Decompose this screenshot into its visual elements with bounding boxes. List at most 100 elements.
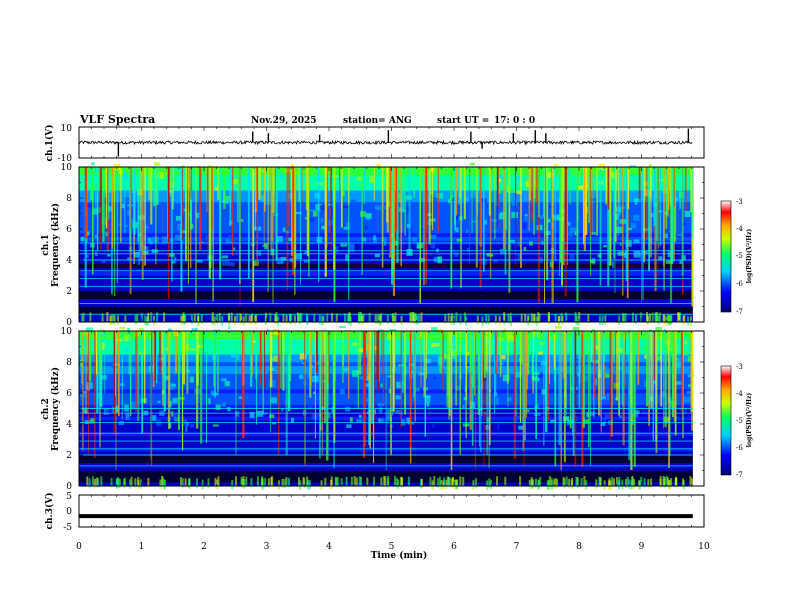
spec1-floor-196 (530, 313, 533, 323)
spec1-floor-6 (494, 315, 497, 325)
spec1-texel-322 (200, 236, 206, 242)
ch2-cb-tick-m3: -3 (736, 363, 743, 371)
spec1-sferic-108 (589, 167, 591, 236)
spec1-floor-38 (631, 312, 634, 323)
spec2-texel-346 (140, 398, 147, 403)
spec1-floor-86 (465, 316, 468, 326)
spec1-band-1 (79, 314, 693, 319)
spec1-texel-23 (196, 259, 203, 263)
spec1-texel-414 (373, 235, 376, 240)
spec1-sferic-224 (167, 167, 170, 300)
spec2-sferic-20 (480, 331, 482, 453)
spec2-texel-180 (364, 383, 370, 387)
spec1-texel-35 (625, 240, 632, 247)
spec1-floor-102 (275, 311, 278, 322)
spec2-floor-72 (336, 476, 339, 487)
spec1-floor-153 (547, 312, 550, 322)
spec2-texel-241 (538, 351, 543, 355)
spec2-sferic-74 (572, 331, 575, 456)
spec1-floor-143 (509, 312, 512, 323)
spec1-sferic-153 (685, 167, 687, 211)
spec1-floor-160 (326, 313, 329, 323)
spec2-floor-110 (163, 479, 166, 489)
spec1-sferic-49 (340, 167, 343, 228)
spec2-sferic-62 (89, 331, 92, 382)
spec2-floor-21 (250, 478, 253, 488)
spec2-texel-225 (378, 329, 384, 335)
spec2-floor-177 (334, 476, 337, 487)
spec2-sferic-151 (572, 331, 574, 436)
spec1-texel-271 (470, 197, 476, 205)
spec2-texel-361 (641, 346, 645, 350)
ch1-cb-tick-m3: -3 (736, 198, 743, 206)
spec2-floor-139 (353, 476, 356, 486)
spec1-floor-39 (554, 313, 557, 323)
spec1-texel-94 (418, 234, 425, 239)
spec2-sferic-80 (321, 331, 324, 455)
spec1-sferic-195 (508, 167, 510, 251)
spec2-sferic-119 (478, 331, 481, 447)
spec2-sferic-145 (289, 331, 292, 381)
spec2-texel-25 (82, 335, 88, 338)
spec1-floor-191 (527, 315, 530, 325)
spec1-sferic-219 (96, 167, 99, 251)
spec1-sferic-175 (618, 167, 621, 216)
spec2-sferic-186 (655, 331, 658, 454)
spec1-sferic-25 (672, 167, 675, 262)
spec2-sferic-194 (250, 331, 252, 370)
spec1-sferic-52 (106, 167, 109, 252)
spec2-texel-163 (507, 335, 514, 342)
spec2-sferic-238 (213, 331, 216, 387)
spec2-texel-302 (150, 415, 157, 421)
spec1-sferic-214 (272, 167, 275, 213)
spec1-texel-249 (341, 190, 345, 197)
spec1-band-24 (79, 225, 693, 230)
spec1-floor-26 (112, 314, 115, 324)
spec1-texel-336 (456, 238, 463, 242)
spec1-sferic-98 (479, 167, 482, 289)
spec1-sferic-167 (607, 167, 610, 287)
spec2-sferic-133 (631, 331, 634, 425)
spec1-texel-248 (102, 197, 108, 205)
spec1-texel-215 (360, 211, 366, 217)
spec2-texel-309 (221, 402, 226, 407)
spec1-floor-87 (481, 316, 484, 326)
spec2-texel-190 (436, 328, 444, 332)
spec2-sferic-156 (85, 331, 87, 415)
spec1-sferic-15 (588, 167, 590, 224)
spec1-floor-75 (537, 312, 540, 322)
spec1-band-7 (79, 291, 693, 296)
spec2-texel-129 (359, 376, 364, 380)
spec1-texel-308 (232, 178, 240, 185)
spec2-sferic-168 (554, 331, 556, 416)
spec1-floor-79 (242, 316, 245, 326)
spec1-floor-101 (575, 315, 578, 325)
spec1-texel-117 (681, 222, 686, 226)
spec1-floor-120 (124, 315, 127, 325)
spec1-band-17 (79, 252, 693, 257)
spec2-sferic-155 (496, 331, 498, 368)
spec2-texel-198 (228, 326, 231, 330)
spec2-texel-377 (161, 389, 166, 395)
spec2-sferic-210 (506, 331, 509, 384)
spec1-texel-275 (205, 187, 208, 191)
spec1-sferic-114 (528, 167, 530, 232)
spec1-texel-399 (397, 192, 401, 199)
spec2-texel-142 (533, 412, 541, 417)
start-time-label: start UT = (437, 116, 489, 126)
spec2-floor-53 (563, 478, 566, 488)
spec2-sferic-223 (282, 331, 285, 391)
spec2-floor-178 (556, 479, 559, 489)
spec1-floor-23 (690, 316, 693, 326)
spec2-texel-214 (112, 406, 119, 413)
spec2-texel-414 (189, 348, 196, 351)
spec1-sferic-249 (605, 167, 607, 205)
spec1-sferic-244 (617, 167, 619, 203)
spec2-sferic-257 (413, 331, 415, 401)
spec1-floor-185 (485, 314, 488, 324)
spec1-texel-415 (591, 232, 597, 235)
spec2-floor-126 (576, 478, 579, 489)
spec1-sferic-171 (458, 167, 461, 205)
spec1-texel-122 (567, 221, 571, 226)
spec2-texel-14 (395, 395, 402, 400)
